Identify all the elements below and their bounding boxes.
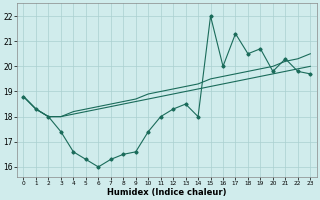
X-axis label: Humidex (Indice chaleur): Humidex (Indice chaleur) bbox=[107, 188, 227, 197]
